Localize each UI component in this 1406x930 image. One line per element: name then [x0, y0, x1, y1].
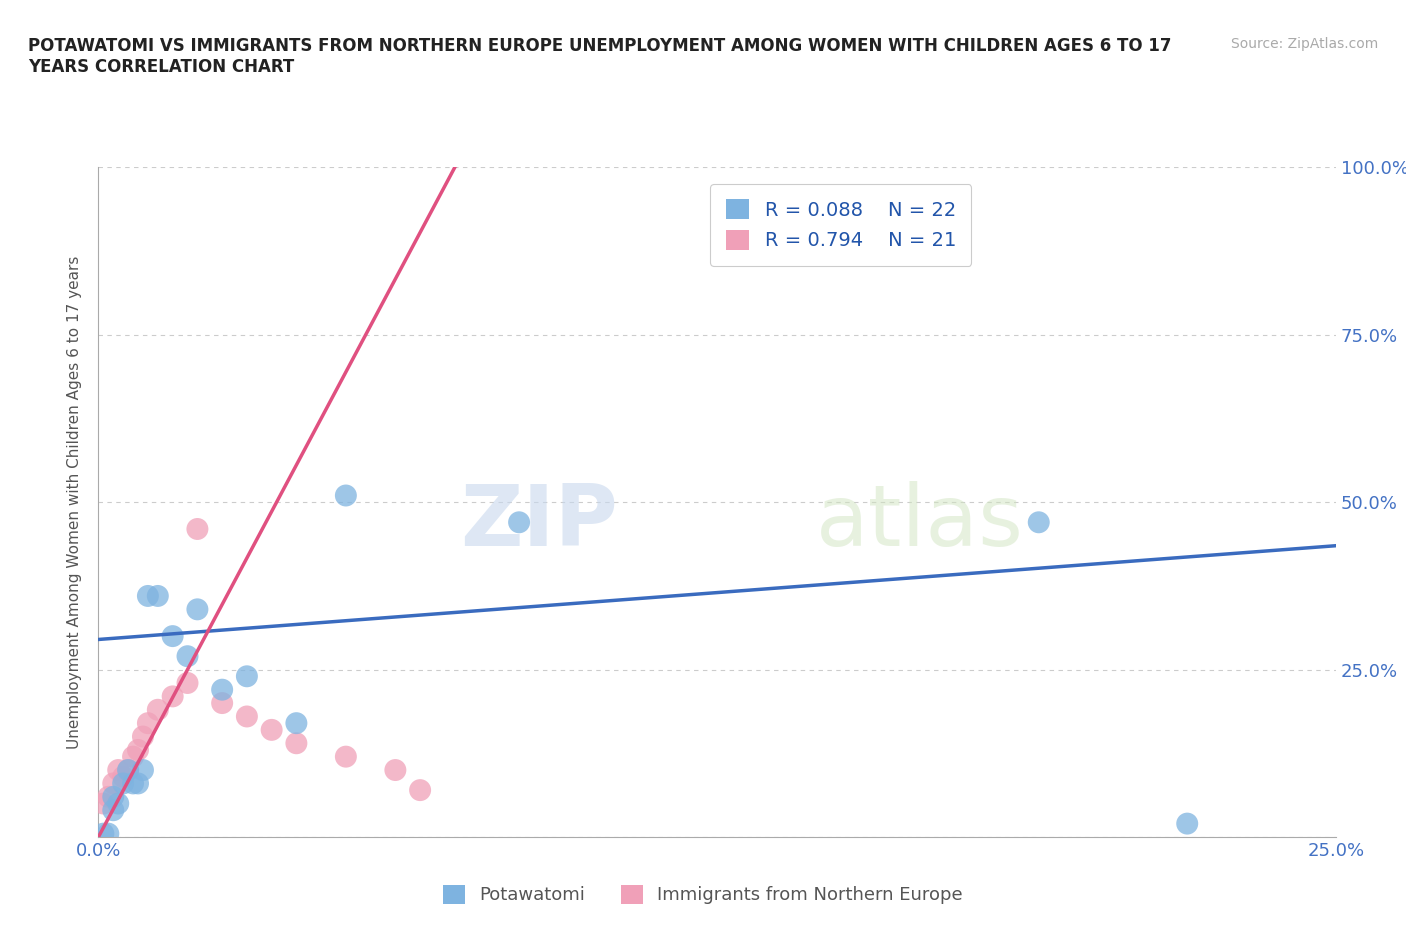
Point: [186, 602, 208, 617]
Point: [112, 769, 135, 784]
Point: [122, 750, 145, 764]
Text: ZIP: ZIP: [460, 481, 619, 564]
Point: [211, 696, 233, 711]
Point: [186, 522, 208, 537]
Point: [260, 723, 283, 737]
Point: [176, 649, 198, 664]
Point: [162, 689, 184, 704]
Legend: R = 0.088    N = 22, R = 0.794    N = 21: R = 0.088 N = 22, R = 0.794 N = 21: [710, 184, 972, 266]
Point: [132, 729, 155, 744]
Point: [211, 683, 233, 698]
Point: [136, 589, 159, 604]
Point: [136, 716, 159, 731]
Point: [93, 796, 115, 811]
Point: [103, 803, 125, 817]
Text: POTAWATOMI VS IMMIGRANTS FROM NORTHERN EUROPE UNEMPLOYMENT AMONG WOMEN WITH CHIL: POTAWATOMI VS IMMIGRANTS FROM NORTHERN E…: [28, 37, 1171, 76]
Point: [107, 796, 129, 811]
Point: [107, 763, 129, 777]
Point: [236, 669, 259, 684]
Point: [162, 629, 184, 644]
Point: [1175, 817, 1198, 831]
Point: [176, 675, 198, 690]
Point: [1028, 515, 1050, 530]
Legend: Potawatomi, Immigrants from Northern Europe: Potawatomi, Immigrants from Northern Eur…: [436, 878, 970, 911]
Point: [103, 790, 125, 804]
Point: [285, 736, 308, 751]
Point: [409, 783, 432, 798]
Point: [117, 763, 139, 777]
Point: [93, 826, 115, 841]
Point: [384, 763, 406, 777]
Point: [285, 716, 308, 731]
Point: [335, 488, 357, 503]
Point: [132, 763, 155, 777]
Text: Source: ZipAtlas.com: Source: ZipAtlas.com: [1230, 37, 1378, 51]
Y-axis label: Unemployment Among Women with Children Ages 6 to 17 years: Unemployment Among Women with Children A…: [67, 256, 83, 749]
Point: [236, 709, 259, 724]
Point: [97, 790, 120, 804]
Text: atlas: atlas: [815, 481, 1024, 564]
Point: [127, 742, 149, 757]
Point: [122, 776, 145, 790]
Point: [508, 515, 530, 530]
Point: [146, 589, 169, 604]
Point: [103, 776, 125, 790]
Point: [97, 826, 120, 841]
Point: [146, 702, 169, 717]
Point: [112, 776, 135, 790]
Point: [127, 776, 149, 790]
Point: [335, 750, 357, 764]
Point: [117, 763, 139, 777]
